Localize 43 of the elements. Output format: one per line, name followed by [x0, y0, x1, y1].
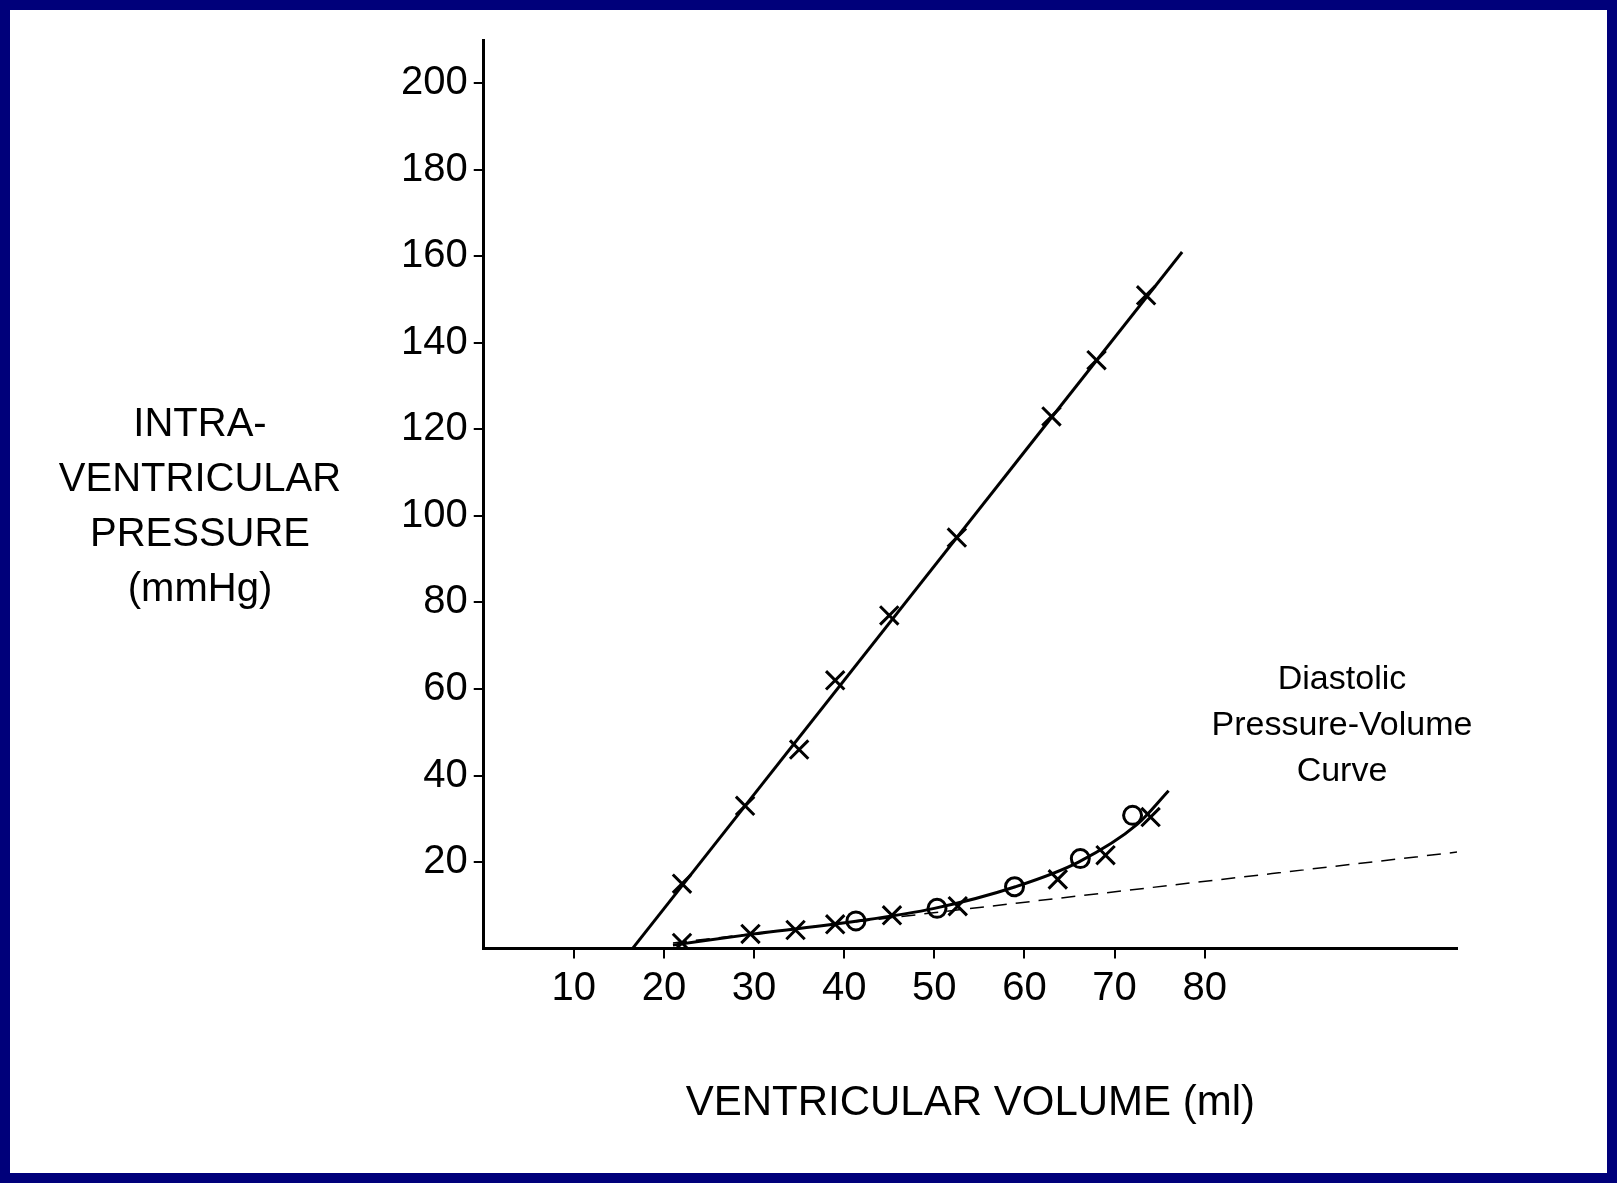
x-tick-label: 80 [1182, 963, 1227, 1008]
x-tick-label: 30 [731, 963, 777, 1008]
y-tick-label: 60 [423, 664, 468, 709]
point [1047, 868, 1069, 891]
y-tick-label: 80 [423, 577, 468, 622]
point [1040, 405, 1063, 428]
point [824, 913, 846, 936]
point [788, 738, 810, 761]
point [734, 795, 756, 817]
x-tick-label: 60 [1002, 963, 1047, 1008]
point [1094, 844, 1117, 866]
y-tick-label: 40 [423, 750, 468, 795]
y-tick-label: 200 [400, 58, 468, 103]
annotation: Diastolic Pressure-Volume Curve [1211, 658, 1473, 789]
point [824, 669, 846, 692]
point [1069, 848, 1091, 870]
x-axis-title: VENTRICULAR VOLUME (ml) [685, 1077, 1256, 1125]
point [739, 923, 762, 945]
y-tick-label: 120 [400, 404, 468, 449]
point [1135, 284, 1157, 306]
x-tick-label: 70 [1092, 963, 1137, 1008]
x-tick-label: 40 [821, 963, 867, 1008]
y-tick-label: 100 [400, 490, 468, 535]
x-tick-label: 50 [912, 963, 957, 1008]
point [1122, 804, 1144, 826]
point [784, 919, 807, 941]
point [946, 526, 968, 549]
point [1085, 349, 1108, 371]
point [947, 895, 969, 917]
x-tick-label: 20 [641, 963, 687, 1008]
point [1004, 876, 1026, 898]
point [878, 604, 900, 627]
y-tick-label: 20 [423, 837, 468, 882]
point [926, 897, 948, 919]
point [881, 904, 903, 926]
point [845, 910, 867, 932]
point [671, 873, 693, 895]
y-tick-label: 140 [400, 317, 468, 362]
x-tick-label: 10 [551, 963, 597, 1008]
y-axis-title: INTRA- VENTRICULAR PRESSURE (mmHg) [57, 399, 343, 611]
point [1139, 806, 1162, 828]
y-tick-label: 180 [400, 144, 468, 189]
y-tick-label: 160 [400, 231, 468, 276]
